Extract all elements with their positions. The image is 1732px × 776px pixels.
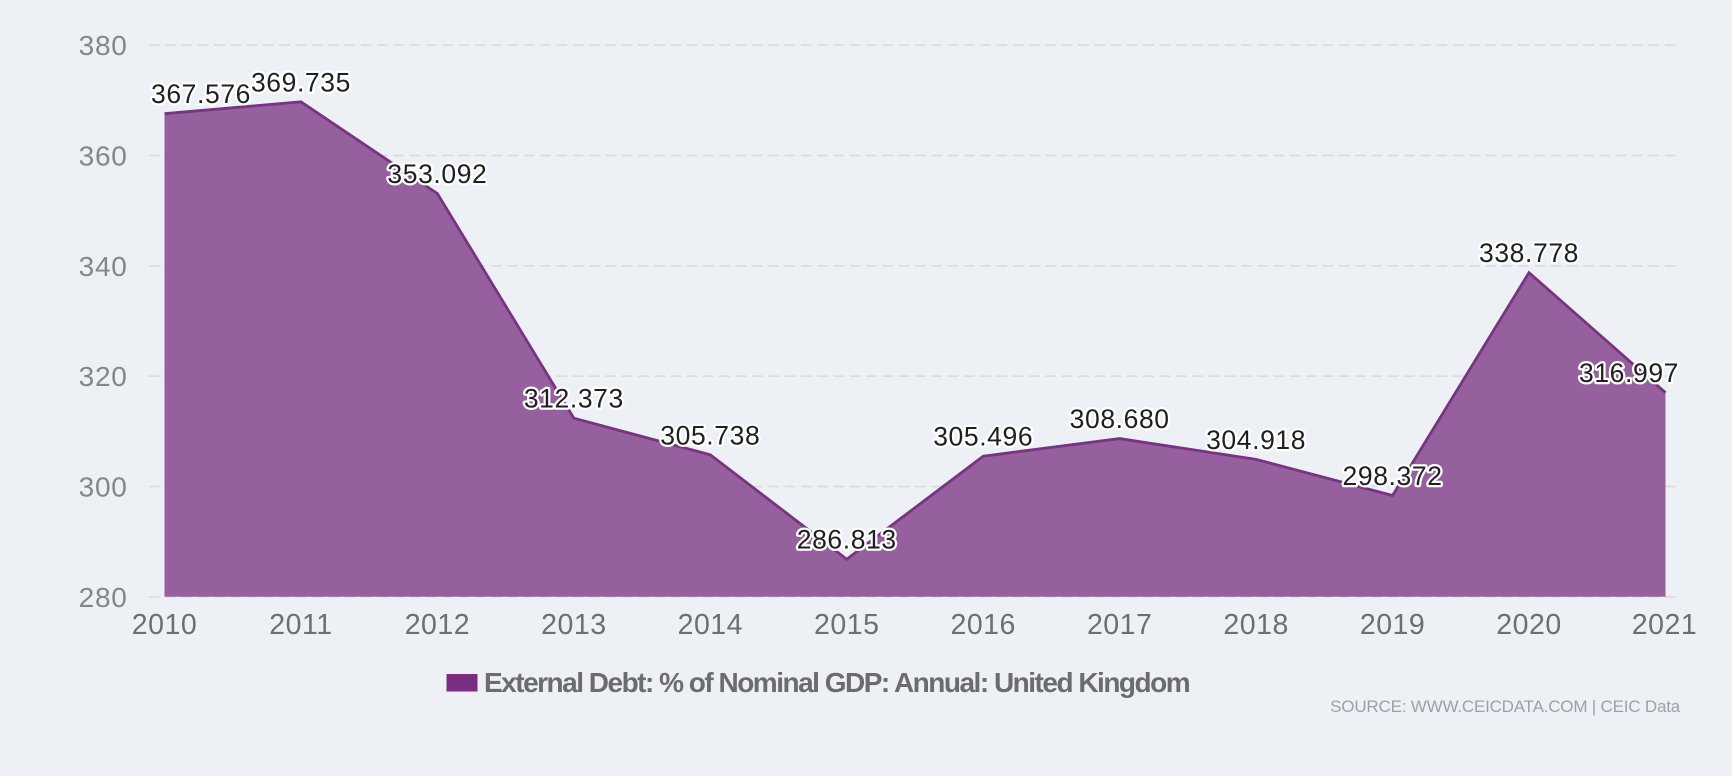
svg-text:2016: 2016	[950, 609, 1015, 641]
svg-text:300: 300	[79, 472, 128, 503]
svg-text:2011: 2011	[269, 609, 332, 641]
svg-text:External Debt: % of Nominal GD: External Debt: % of Nominal GDP: Annual:…	[484, 667, 1190, 698]
svg-text:353.092: 353.092	[387, 159, 487, 189]
svg-text:2010: 2010	[132, 609, 197, 641]
svg-text:338.778: 338.778	[1479, 238, 1579, 268]
svg-text:380: 380	[79, 30, 128, 61]
svg-text:308.680: 308.680	[1070, 404, 1170, 434]
svg-text:340: 340	[79, 251, 128, 282]
svg-text:2015: 2015	[814, 609, 879, 641]
svg-text:304.918: 304.918	[1206, 425, 1306, 455]
svg-text:360: 360	[79, 141, 128, 172]
svg-text:298.372: 298.372	[1343, 461, 1443, 491]
svg-text:316.997: 316.997	[1579, 358, 1679, 388]
svg-text:369.735: 369.735	[251, 67, 351, 97]
svg-text:2013: 2013	[541, 609, 606, 641]
svg-text:2014: 2014	[678, 609, 743, 641]
svg-text:2021: 2021	[1632, 609, 1697, 641]
svg-text:312.373: 312.373	[524, 384, 624, 414]
svg-text:2019: 2019	[1360, 609, 1425, 641]
svg-text:367.576: 367.576	[151, 79, 251, 109]
svg-text:305.496: 305.496	[933, 422, 1033, 452]
svg-text:2017: 2017	[1087, 609, 1152, 641]
svg-text:320: 320	[79, 361, 128, 392]
svg-text:2012: 2012	[405, 609, 470, 641]
svg-text:280: 280	[79, 582, 128, 613]
svg-text:2018: 2018	[1223, 609, 1288, 641]
svg-text:305.738: 305.738	[660, 420, 760, 450]
svg-text:2020: 2020	[1496, 609, 1561, 641]
svg-text:286.813: 286.813	[797, 525, 897, 555]
svg-text:SOURCE: WWW.CEICDATA.COM | CEI: SOURCE: WWW.CEICDATA.COM | CEIC Data	[1330, 697, 1681, 716]
